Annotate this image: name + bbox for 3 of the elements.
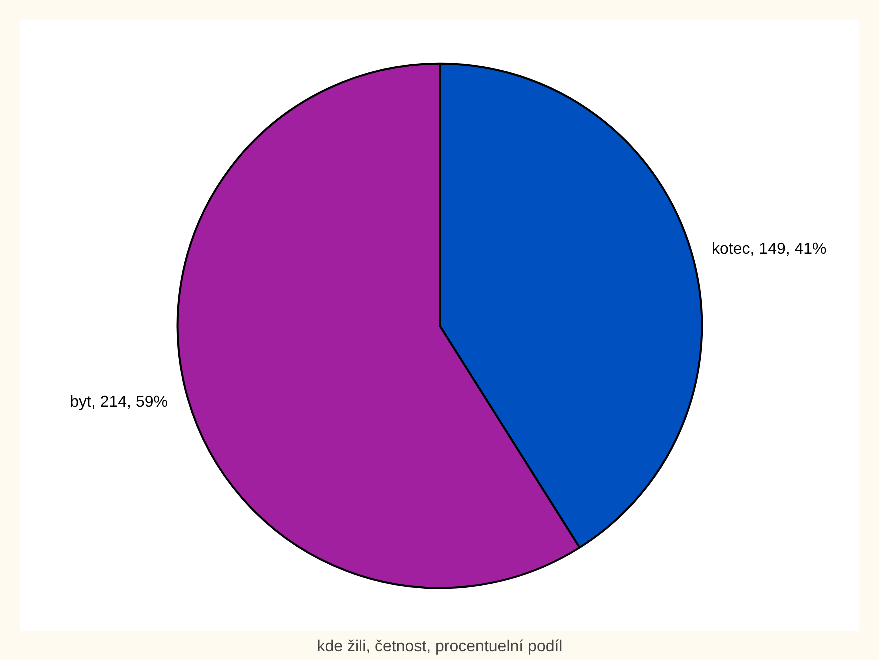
text: kde žili, četnost, procentuelní podíl <box>317 638 563 656</box>
slice-label: byt, 214, 59% <box>70 394 168 411</box>
slice-label: kotec, 149, 41% <box>712 241 827 258</box>
